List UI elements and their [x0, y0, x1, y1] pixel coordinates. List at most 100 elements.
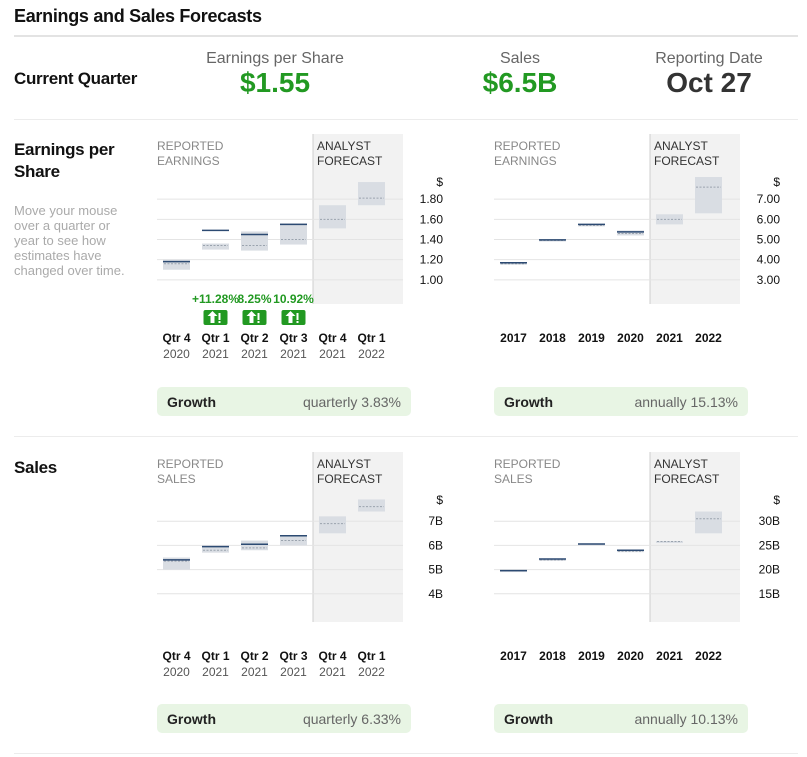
estimate-range [202, 545, 229, 553]
x-category-label: 2018 [539, 331, 566, 345]
eps-help-text: Move your mouse over a quarter or year t… [14, 203, 125, 278]
up-arrow-icon [285, 311, 296, 323]
section-divider [14, 436, 798, 437]
y-tick-label: 3.00 [757, 273, 781, 287]
unit-label: $ [773, 175, 780, 189]
x-category-label: Qtr 4 [162, 331, 190, 345]
y-tick-label: 5B [428, 563, 443, 577]
eps-section-label-line2: Share [14, 162, 60, 181]
x-category-label: Qtr 1 [201, 331, 229, 345]
estimate-range [358, 182, 385, 206]
x-category-label: 2019 [578, 331, 605, 345]
sales-section-label: Sales [14, 458, 57, 477]
x-category-label: Qtr 1 [357, 649, 385, 663]
sales-quarterly-growth: Growth quarterly 6.33% [157, 704, 411, 733]
forecast-title: FORECAST [654, 472, 720, 486]
exclamation-icon [296, 313, 299, 320]
x-year-label: 2021 [319, 347, 346, 361]
x-category-label: 2017 [500, 331, 527, 345]
x-category-label: Qtr 3 [279, 649, 307, 663]
x-category-label: 2020 [617, 649, 644, 663]
growth-value: annually 15.13% [634, 394, 738, 410]
x-category-label: 2021 [656, 649, 683, 663]
x-year-label: 2021 [241, 665, 268, 679]
y-tick-label: 15B [759, 587, 780, 601]
x-category-label: 2017 [500, 649, 527, 663]
reported-title: REPORTED [157, 139, 224, 153]
eps-metric-value: $1.55 [239, 67, 311, 98]
reported-title: SALES [494, 472, 533, 486]
header-divider [14, 35, 798, 37]
x-category-label: 2022 [695, 331, 722, 345]
estimate-range [319, 205, 346, 229]
sales-annual-growth: Growth annually 10.13% [494, 704, 748, 733]
growth-label: Growth [504, 394, 553, 410]
x-year-label: 2021 [202, 665, 229, 679]
x-category-label: 2020 [617, 331, 644, 345]
y-tick-label: 1.20 [420, 253, 444, 267]
surprise-label: 10.92% [273, 292, 314, 306]
estimate-range [202, 243, 229, 250]
forecast-title: ANALYST [654, 457, 708, 471]
exclamation-dot [296, 321, 299, 323]
forecast-title: FORECAST [317, 472, 383, 486]
x-category-label: Qtr 4 [162, 649, 190, 663]
x-category-label: Qtr 1 [357, 331, 385, 345]
forecast-title: ANALYST [317, 457, 371, 471]
reported-title: EARNINGS [157, 154, 220, 168]
x-category-label: Qtr 4 [318, 649, 346, 663]
y-tick-label: 7.00 [757, 192, 781, 206]
surprise-badge [203, 310, 228, 325]
up-arrow-icon [207, 311, 218, 323]
exclamation-icon [218, 313, 221, 320]
x-category-label: Qtr 2 [240, 331, 268, 345]
y-tick-label: 1.80 [420, 192, 444, 206]
x-category-label: Qtr 2 [240, 649, 268, 663]
current-quarter-label: Current Quarter [14, 69, 138, 88]
estimate-range [319, 516, 346, 534]
estimate-range [695, 176, 722, 214]
reported-title: REPORTED [494, 139, 561, 153]
estimate-range [241, 540, 268, 551]
unit-label: $ [436, 175, 443, 189]
eps-quarterly-growth: Growth quarterly 3.83% [157, 387, 411, 416]
page-title: Earnings and Sales Forecasts [14, 6, 262, 26]
unit-label: $ [773, 493, 780, 507]
growth-value: quarterly 3.83% [302, 394, 401, 410]
x-category-label: Qtr 3 [279, 331, 307, 345]
exclamation-dot [218, 321, 221, 323]
reported-title: REPORTED [494, 457, 561, 471]
estimate-range [695, 511, 722, 534]
section-divider [14, 119, 798, 120]
x-year-label: 2022 [358, 665, 385, 679]
y-tick-label: 1.60 [420, 212, 444, 226]
y-tick-label: 1.40 [420, 233, 444, 247]
x-category-label: 2019 [578, 649, 605, 663]
y-tick-label: 30B [759, 514, 780, 528]
forecast-title: FORECAST [654, 154, 720, 168]
exclamation-icon [257, 313, 260, 320]
surprise-label: +11.28% [192, 292, 239, 306]
growth-label: Growth [167, 394, 216, 410]
y-tick-label: 5.00 [757, 233, 781, 247]
reported-title: REPORTED [157, 457, 224, 471]
forecast-title: ANALYST [654, 139, 708, 153]
x-year-label: 2020 [163, 347, 190, 361]
growth-label: Growth [167, 711, 216, 727]
eps-annual-growth: Growth annually 15.13% [494, 387, 748, 416]
x-year-label: 2022 [358, 347, 385, 361]
bottom-divider [14, 753, 798, 754]
x-year-label: 2021 [280, 665, 307, 679]
y-tick-label: 4.00 [757, 253, 781, 267]
reporting-date-label: Reporting Date [655, 50, 763, 67]
eps-metric: Earnings per Share $1.55 [180, 50, 370, 98]
exclamation-dot [257, 321, 260, 323]
unit-label: $ [436, 493, 443, 507]
reporting-date-metric: Reporting Date Oct 27 [630, 50, 788, 98]
estimate-range [163, 259, 190, 270]
x-category-label: Qtr 1 [201, 649, 229, 663]
